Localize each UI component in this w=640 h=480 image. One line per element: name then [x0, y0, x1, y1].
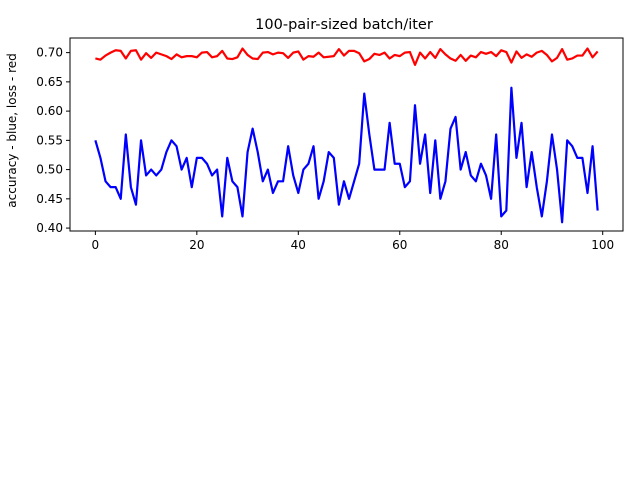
y-tick-label: 0.70 — [36, 46, 63, 60]
plot-area-frame — [69, 37, 624, 232]
series-line-1 — [95, 47, 599, 67]
y-tick-label: 0.65 — [36, 75, 63, 89]
chart-title: 100-pair-sized batch/iter — [255, 17, 433, 33]
series-layer — [94, 47, 599, 224]
y-axis-label: accuracy - blue, loss - red — [5, 53, 19, 207]
y-axis-ticks: 0.40 0.45 0.50 0.55 0.60 0.65 0.70 — [36, 46, 70, 235]
x-tick-label: 100 — [591, 238, 614, 252]
y-tick-label: 0.40 — [36, 221, 63, 235]
x-tick-label: 40 — [291, 238, 306, 252]
y-tick-label: 0.55 — [36, 133, 63, 147]
y-tick-label: 0.45 — [36, 192, 63, 206]
x-tick-label: 80 — [494, 238, 509, 252]
x-tick-label: 0 — [92, 238, 100, 252]
y-tick-label: 0.60 — [36, 104, 63, 118]
x-tick-label: 20 — [189, 238, 204, 252]
x-tick-label: 60 — [392, 238, 407, 252]
x-axis-ticks: 0 20 40 60 80 100 — [92, 231, 614, 252]
y-tick-label: 0.50 — [36, 163, 63, 177]
series-line-0 — [94, 86, 599, 224]
